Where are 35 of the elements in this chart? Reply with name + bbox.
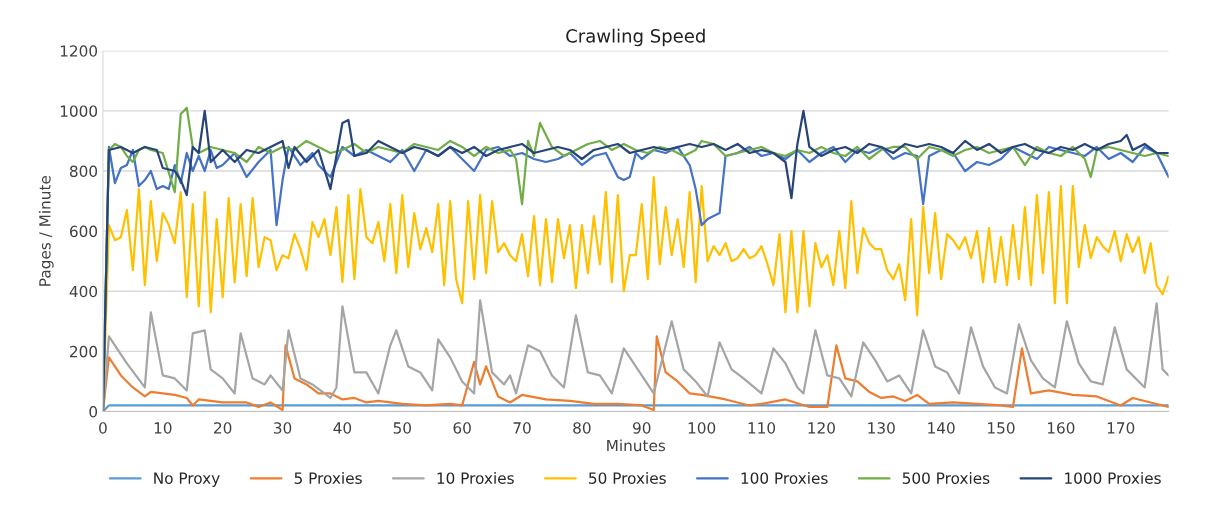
- x-tick-label: 30: [273, 422, 292, 434]
- y-tick-label: 400: [69, 285, 98, 298]
- y-tick-label: 600: [69, 225, 98, 238]
- y-tick-label: 1000: [60, 105, 98, 117]
- legend-label: 50 Proxies: [589, 472, 666, 484]
- x-tick-label: 100: [688, 422, 716, 434]
- x-tick-label: 80: [573, 422, 591, 434]
- legend-label: No Proxy: [154, 472, 220, 487]
- x-tick-label: 130: [868, 422, 895, 434]
- x-tick-label: 140: [928, 422, 955, 434]
- legend-label: 100 Proxies: [741, 472, 828, 484]
- legend-label: 500 Proxies: [902, 472, 990, 484]
- x-tick-label: 170: [1107, 422, 1135, 434]
- x-tick-label: 150: [988, 422, 1015, 434]
- legend-label: 5 Proxies: [294, 472, 362, 484]
- x-tick-label: 10: [154, 422, 172, 434]
- x-tick-label: 120: [808, 422, 835, 434]
- legend-label: 1000 Proxies: [1065, 472, 1161, 484]
- x-tick-label: 0: [99, 422, 107, 434]
- y-tick-label: 200: [70, 345, 98, 358]
- x-tick-label: 110: [748, 422, 776, 434]
- x-tick-label: 20: [214, 422, 232, 434]
- x-tick-label: 40: [333, 422, 352, 434]
- x-tick-label: 90: [633, 422, 651, 434]
- y-tick-label: 800: [69, 165, 98, 178]
- y-tick-label: 0: [89, 405, 98, 418]
- x-axis-title: Minutes: [607, 439, 666, 452]
- y-tick-label: 1200: [60, 45, 98, 57]
- legend-label: 10 Proxies: [437, 472, 514, 484]
- x-tick-label: 60: [453, 422, 471, 434]
- chart-title: Crawling Speed: [566, 28, 705, 47]
- x-tick-label: 160: [1047, 422, 1075, 434]
- y-axis-title: Pages / Minute: [38, 175, 54, 286]
- x-tick-label: 50: [393, 422, 411, 434]
- x-tick-label: 70: [513, 422, 531, 434]
